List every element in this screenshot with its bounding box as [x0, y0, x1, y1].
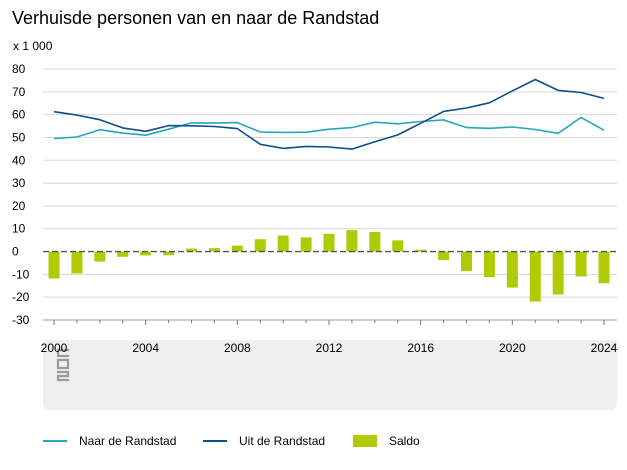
- y-tick-label: 60: [12, 108, 26, 122]
- x-tick-label: 2016: [407, 341, 434, 355]
- series-line-uit: [53, 78, 605, 150]
- legend-label-naar: Naar de Randstad: [79, 434, 177, 448]
- saldo-bar: [575, 251, 587, 277]
- logo-panel: [43, 340, 617, 410]
- y-tick-label: 70: [12, 85, 26, 99]
- saldo-bar: [438, 251, 450, 260]
- legend-item-saldo: Saldo: [353, 434, 420, 448]
- saldo-bar: [163, 251, 175, 256]
- y-tick-label: -10: [12, 267, 30, 281]
- x-tick-label: 2024: [591, 341, 618, 355]
- saldo-bar: [208, 248, 220, 252]
- x-tick-label: 2004: [132, 341, 159, 355]
- saldo-bar: [598, 251, 610, 284]
- y-tick-label: 0: [12, 245, 19, 259]
- saldo-bar: [415, 249, 427, 252]
- y-tick-label: 30: [12, 176, 26, 190]
- saldo-bar: [392, 240, 404, 252]
- saldo-bar: [461, 251, 472, 272]
- y-tick-label: 10: [12, 222, 26, 236]
- saldo-bar: [346, 230, 358, 252]
- saldo-bar: [277, 235, 289, 252]
- legend-label-saldo: Saldo: [389, 434, 420, 448]
- legend-swatch-uit: [203, 440, 227, 442]
- y-tick-label: 50: [12, 130, 26, 144]
- legend-label-uit: Uit de Randstad: [239, 434, 326, 448]
- y-tick-label: -20: [12, 290, 30, 304]
- saldo-bar: [300, 237, 312, 252]
- chart-title: Verhuisde personen van en naar de Randst…: [12, 8, 380, 28]
- y-axis-unit-label: x 1 000: [13, 39, 53, 53]
- saldo-bar: [552, 251, 564, 295]
- legend-swatch-naar: [43, 440, 67, 442]
- saldo-bar: [186, 248, 197, 252]
- y-tick-label: 20: [12, 199, 26, 213]
- x-tick-label: 2000: [41, 341, 68, 355]
- saldo-bar: [323, 233, 335, 252]
- saldo-bar: [94, 251, 106, 262]
- y-tick-label: -30: [12, 313, 30, 327]
- saldo-bar: [71, 251, 83, 274]
- x-tick-label: 2008: [224, 341, 251, 355]
- y-tick-label: 40: [12, 153, 26, 167]
- series-line-naar: [53, 116, 605, 140]
- legend-swatch-saldo: [353, 435, 377, 447]
- saldo-bar: [506, 251, 518, 288]
- saldo-bar: [117, 251, 129, 257]
- saldo-bar: [254, 239, 266, 252]
- cbs-logo-icon: [56, 348, 70, 382]
- saldo-bar: [231, 245, 243, 252]
- saldo-bar: [140, 251, 152, 256]
- y-tick-label: 80: [12, 62, 26, 76]
- saldo-bar: [529, 251, 541, 302]
- legend-item-uit: Uit de Randstad: [203, 434, 325, 448]
- x-tick-label: 2020: [499, 341, 526, 355]
- saldo-bar: [48, 251, 60, 279]
- saldo-bar: [369, 231, 381, 252]
- saldo-bar: [483, 251, 495, 278]
- legend-item-naar: Naar de Randstad: [43, 434, 176, 448]
- x-tick-label: 2012: [316, 341, 343, 355]
